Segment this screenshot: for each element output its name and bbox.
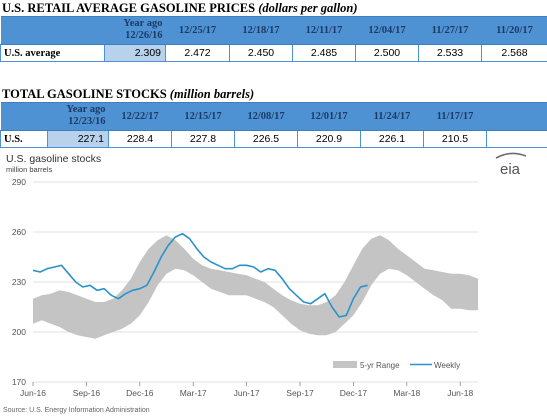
stock-header-blank	[0, 102, 48, 131]
stock-header-row: Year ago 12/23/16 12/22/17 12/15/17 12/08…	[0, 102, 547, 131]
range-band-layer	[33, 235, 478, 339]
x-tick-label: Dec-17	[340, 388, 368, 398]
stock-title-unit: (million barrels)	[169, 87, 255, 101]
price-year-ago-date: 12/26/16	[125, 30, 163, 41]
stock-date-header: 12/15/17	[171, 102, 235, 131]
stock-year-ago-label: Year ago	[66, 104, 106, 115]
price-header-blank	[0, 16, 105, 45]
stock-year-ago-value: 227.1	[47, 130, 109, 148]
legend: 5-yr Range Weekly	[333, 361, 460, 370]
price-year-ago-label: Year ago	[123, 18, 163, 29]
price-value-cell: 2.568	[481, 44, 547, 62]
stock-date-header: 11/17/17	[423, 102, 487, 131]
stock-row-label: U.S.	[0, 130, 48, 148]
price-date-header: 11/27/17	[418, 16, 482, 45]
price-section-title: U.S. RETAIL AVERAGE GASOLINE PRICES (dol…	[2, 1, 358, 15]
weekly-stock-line	[32, 232, 368, 318]
x-tick-label: Dec-16	[126, 388, 154, 398]
stock-date-header: 11/24/17	[360, 102, 424, 131]
range-band-area	[33, 235, 478, 339]
stock-value-cell-empty	[486, 130, 547, 148]
price-value-cell: 2.485	[292, 44, 356, 62]
stock-value-cell: 227.8	[171, 130, 235, 148]
stock-year-ago-date: 12/23/16	[68, 116, 106, 127]
stock-table: Year ago 12/23/16 12/22/17 12/15/17 12/08…	[0, 102, 547, 148]
eia-logo-text: eia	[500, 161, 521, 178]
x-tick-label: Mar-18	[393, 388, 420, 398]
stock-header-blank-end	[486, 102, 547, 131]
gasoline-stocks-chart: U.S. gasoline stocks million barrels eia…	[3, 152, 527, 414]
stock-value-row: U.S. 227.1 228.4 227.8 226.5 220.9 226.1…	[0, 130, 547, 148]
stock-value-cell: 220.9	[297, 130, 361, 148]
price-date-header: 11/20/17	[481, 16, 547, 45]
price-date-header: 12/04/17	[355, 16, 419, 45]
chart-subtitle: million barrels	[6, 165, 53, 174]
y-axis-ticks: 170 200 230 260 290	[12, 177, 26, 387]
x-axis-ticks: Jun-16 Sep-16 Dec-16 Mar-17 Jun-17 Sep-17 Dec-…	[20, 382, 473, 398]
stock-date-header: 12/01/17	[297, 102, 361, 131]
source-note: Source: U.S. Energy Information Administ…	[3, 407, 150, 414]
price-value-cell: 2.472	[165, 44, 230, 62]
price-year-ago-value: 2.309	[104, 44, 166, 62]
price-date-header: 12/25/17	[165, 16, 230, 45]
price-value-cell: 2.500	[355, 44, 419, 62]
price-row-label: U.S. average	[0, 44, 105, 62]
x-tick-label: Jun-17	[234, 388, 260, 398]
price-title-main: U.S. RETAIL AVERAGE GASOLINE PRICES	[2, 1, 256, 15]
stock-value-cell: 210.5	[423, 130, 487, 148]
x-tick-label: Sep-17	[286, 388, 314, 398]
y-tick-label: 170	[12, 377, 26, 387]
price-table: Year ago 12/26/16 12/25/17 12/18/17 12/11…	[0, 16, 547, 62]
x-tick-label: Jun-18	[447, 388, 473, 398]
price-value-cell: 2.450	[229, 44, 293, 62]
x-tick-label: Sep-16	[73, 388, 101, 398]
stock-date-header: 12/22/17	[108, 102, 172, 131]
y-tick-label: 290	[12, 177, 26, 187]
y-tick-label: 200	[12, 327, 26, 337]
stock-value-cell: 226.5	[234, 130, 298, 148]
price-value-cell: 2.533	[418, 44, 482, 62]
stock-date-header: 12/08/17	[234, 102, 298, 131]
stock-title-main: TOTAL GASOLINE STOCKS	[2, 87, 167, 101]
x-tick-label: Jun-16	[20, 388, 46, 398]
legend-range-label: 5-yr Range	[360, 361, 400, 370]
legend-range-swatch	[333, 361, 357, 368]
price-title-unit: (dollars per gallon)	[258, 1, 358, 15]
stock-value-cell: 226.1	[360, 130, 424, 148]
eia-logo-swoosh	[495, 152, 527, 159]
price-date-header: 12/18/17	[229, 16, 293, 45]
y-tick-label: 260	[12, 227, 26, 237]
price-value-row: U.S. average 2.309 2.472 2.450 2.485 2.5…	[0, 44, 547, 62]
eia-logo: eia	[495, 152, 527, 178]
stock-year-ago-header: Year ago 12/23/16	[47, 102, 109, 131]
stock-value-cell: 228.4	[108, 130, 172, 148]
price-date-header: 12/11/17	[292, 16, 356, 45]
weekly-line-layer	[32, 232, 368, 318]
price-year-ago-header: Year ago 12/26/16	[104, 16, 166, 45]
x-tick-label: Mar-17	[180, 388, 207, 398]
chart-title: U.S. gasoline stocks	[6, 153, 101, 165]
y-tick-label: 230	[12, 277, 26, 287]
legend-weekly-label: Weekly	[434, 361, 460, 370]
price-header-row: Year ago 12/26/16 12/25/17 12/18/17 12/11…	[0, 16, 547, 45]
stock-section-title: TOTAL GASOLINE STOCKS (million barrels)	[2, 87, 254, 101]
